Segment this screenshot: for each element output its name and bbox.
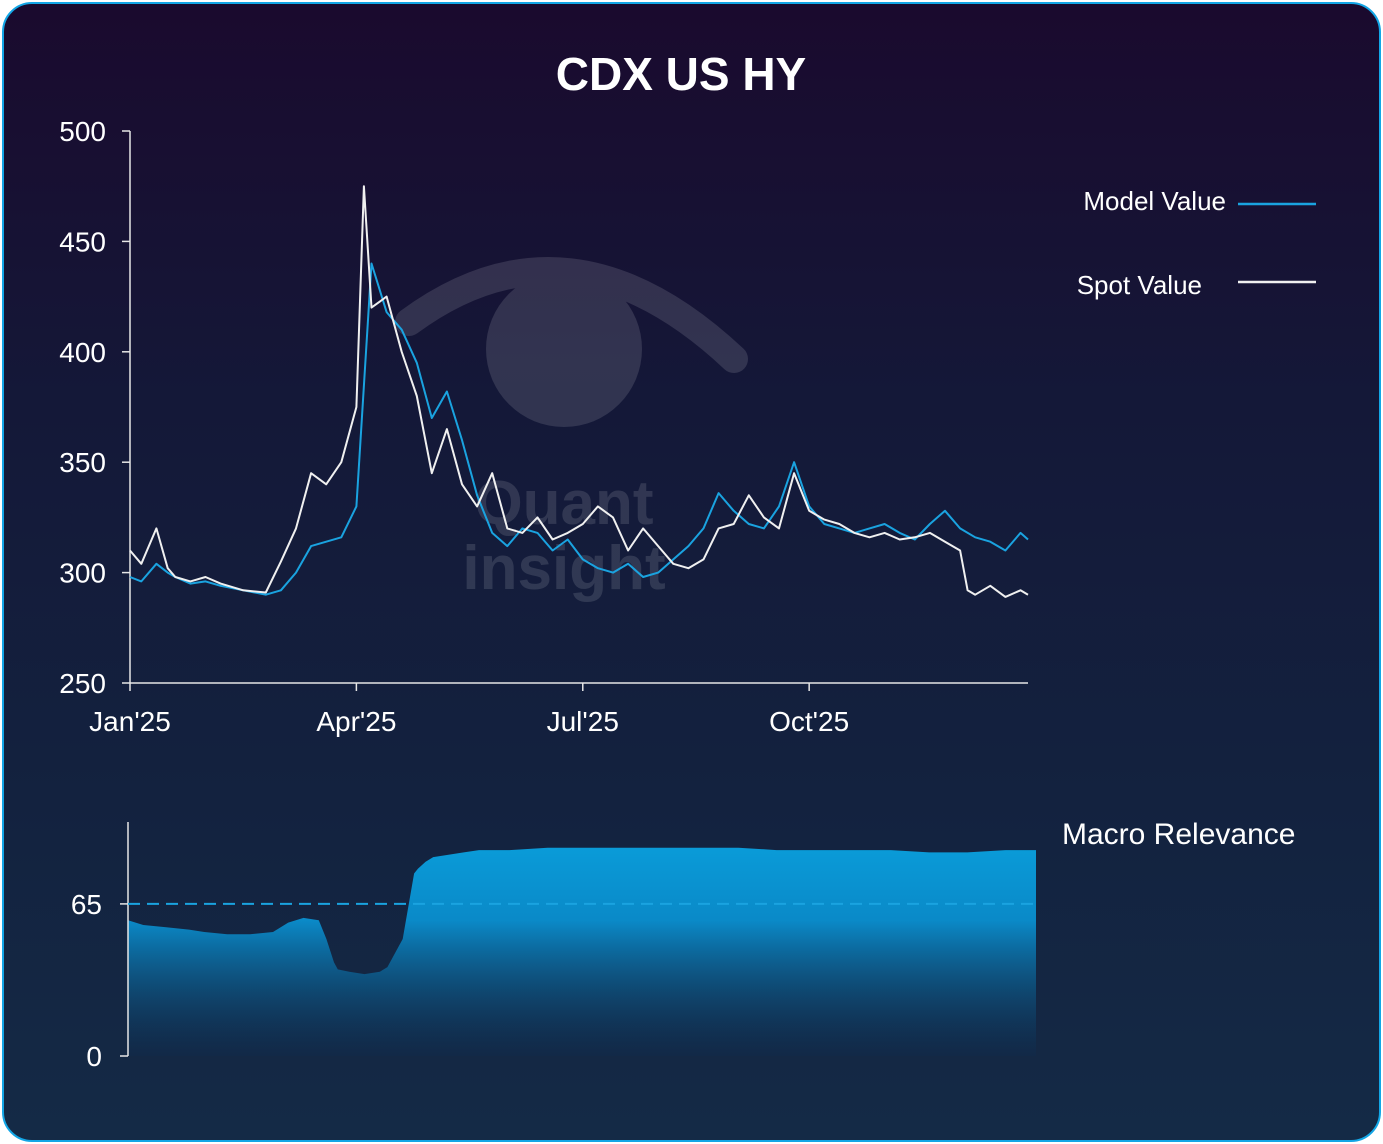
macro-y-tick-label: 0: [86, 1041, 102, 1072]
watermark-pupil-icon: [486, 271, 642, 427]
x-tick-label: Oct'25: [769, 706, 849, 737]
main-axes: [122, 130, 1028, 691]
x-tick-label: Jul'25: [547, 706, 619, 737]
main-tick-labels: 250 300 350 400 450 500 Jan'25 Apr'25 Jul'25 Oct'…: [59, 116, 849, 737]
watermark-line2: insight: [462, 534, 665, 603]
macro-relevance-area: [128, 847, 1036, 1056]
macro-relevance-label: Macro Relevance: [1062, 818, 1295, 851]
y-tick-label: 450: [59, 226, 106, 257]
legend[interactable]: Model Value Spot Value: [1077, 186, 1316, 300]
y-tick-label: 250: [59, 668, 106, 699]
watermark: Quant insight: [395, 257, 748, 603]
x-tick-label: Apr'25: [316, 706, 396, 737]
legend-label-model: Model Value: [1083, 186, 1226, 216]
y-tick-label: 300: [59, 558, 106, 589]
y-tick-label: 400: [59, 337, 106, 368]
macro-y-tick-label: 65: [71, 889, 102, 920]
watermark-eye-icon: [395, 257, 748, 373]
main-series: [129, 185, 1029, 598]
series-line-spot-value: [129, 185, 1029, 598]
x-tick-label: Jan'25: [89, 706, 171, 737]
chart-canvas: Quant insight CDX US HY 250 300 350 400 450 5…: [59, 48, 1316, 1072]
y-tick-label: 500: [59, 116, 106, 147]
y-tick-label: 350: [59, 447, 106, 478]
chart-title: CDX US HY: [556, 48, 806, 100]
watermark-line1: Quant: [474, 469, 653, 538]
macro-relevance-fill: [128, 847, 1036, 1056]
macro-axes: 0 65: [71, 822, 1036, 1072]
series-line-model-value: [129, 262, 1029, 596]
legend-label-spot: Spot Value: [1077, 270, 1202, 300]
